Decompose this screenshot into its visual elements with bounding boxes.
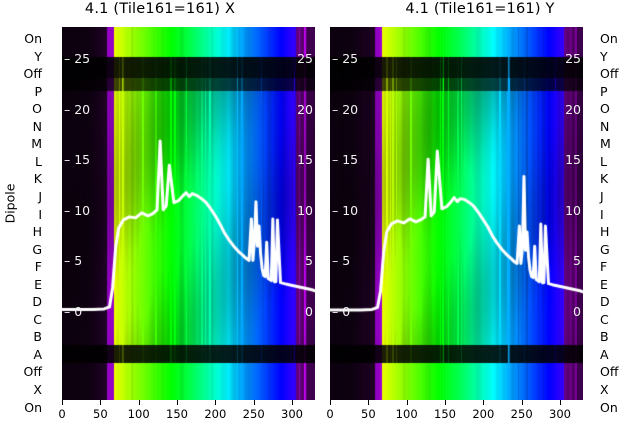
xtick-right-ticklabel-4: 200 [472, 407, 495, 421]
category-label-right-20: X [600, 382, 609, 397]
category-label-right-9: J [600, 188, 604, 204]
category-label-left-5: N [32, 118, 42, 134]
category-label-left-20: X [33, 382, 42, 397]
xtick-left-tickmark-0 [62, 400, 63, 405]
xtick-left-ticklabel-5: 250 [242, 407, 265, 421]
category-label-left-2: Off [23, 66, 42, 82]
category-label-right-18: A [600, 346, 609, 362]
panel-x: 4.1 (Tile161=161) X Dipole On Y Off P O N M L K J… [0, 0, 315, 440]
xtick-left-tickmark-4 [215, 400, 217, 405]
category-label-left-7: L [35, 153, 42, 169]
spectrogram-x-canvas [62, 27, 315, 400]
xtick-left-tickmark-6 [292, 400, 293, 405]
category-label-left-6: M [31, 136, 42, 152]
category-label-right-11: H [600, 224, 610, 240]
category-label-left-14: E [34, 276, 42, 292]
category-label-left-0: On [24, 31, 42, 46]
category-label-left-15: D [32, 294, 42, 310]
xtick-left-tickmark-1 [100, 400, 102, 405]
category-label-right-3: P [600, 83, 608, 99]
category-label-right-2: Off [600, 66, 619, 82]
category-label-left-12: G [32, 241, 42, 257]
category-label-left-16: C [33, 311, 42, 327]
xtick-right-ticklabel-5: 250 [510, 407, 533, 421]
xtick-right-tickmark-6 [560, 400, 561, 405]
category-label-right-19: Off [600, 364, 619, 380]
category-label-right-16: C [600, 311, 609, 327]
category-label-right-1: Y [600, 48, 608, 64]
category-label-left-10: I [38, 206, 42, 222]
category-label-left-18: A [33, 346, 42, 362]
xtick-left-ticklabel-3: 150 [166, 407, 188, 421]
category-label-right-15: D [600, 294, 610, 310]
category-label-left-11: H [32, 224, 42, 240]
xtick-left-tickmark-3 [177, 400, 178, 405]
xtick-left-tickmark-5 [253, 400, 255, 405]
category-label-right-21: On [600, 399, 618, 415]
category-label-left-8: K [33, 171, 42, 187]
xtick-left-ticklabel-1: 50 [93, 407, 108, 421]
panel-x-title: 4.1 (Tile161=161) X [84, 1, 236, 17]
xtick-right-tickmark-0 [330, 400, 331, 405]
xtick-right-ticklabel-6: 300 [549, 407, 571, 421]
category-label-right-4: O [600, 101, 610, 117]
category-label-right-13: F [600, 259, 608, 275]
xtick-right-tickmark-1 [368, 400, 370, 405]
xtick-left-ticklabel-2: 100 [127, 407, 150, 421]
x-axis-left-panel: 0 50 100 150 200 250 300 [58, 400, 315, 440]
xtick-right-tickmark-4 [483, 400, 485, 405]
spectrogram-y[interactable]: – 25– 20– 15– 10– 5– 0 25 20 15 10 5 0 [330, 27, 583, 400]
category-label-right-10: I [600, 206, 604, 222]
category-label-right-8: K [600, 171, 609, 187]
category-label-right-0: On [600, 31, 618, 46]
xtick-right-tickmark-3 [445, 400, 446, 405]
category-label-left-9: J [38, 188, 42, 204]
category-axis-left: On Y Off P O N M L K J I H G F E D C B A Off X On [0, 0, 44, 440]
xtick-left-ticklabel-4: 200 [204, 407, 227, 421]
spectrogram-x[interactable]: – 25– 20– 15– 10– 5– 0 25 20 15 10 5 0 [62, 27, 315, 400]
category-label-right-7: L [600, 153, 607, 169]
category-label-left-21: On [24, 399, 42, 415]
category-label-right-17: B [600, 329, 609, 345]
category-label-right-14: E [600, 276, 608, 292]
xtick-right-tickmark-5 [521, 400, 523, 405]
category-label-left-13: F [34, 259, 42, 275]
category-label-left-17: B [33, 329, 42, 345]
category-label-left-4: O [32, 101, 42, 117]
panel-y: 4.1 (Tile161=161) Y – 25– 20– 15– 10– 5–… [320, 0, 640, 440]
category-label-left-19: Off [23, 364, 42, 380]
xtick-right-ticklabel-1: 50 [361, 407, 376, 421]
x-axis-right-panel: 0 50 100 150 200 250 300 [326, 400, 583, 440]
xtick-left-tickmark-2 [138, 400, 140, 405]
spectrogram-y-canvas [330, 27, 583, 400]
xtick-right-ticklabel-3: 150 [434, 407, 456, 421]
category-label-left-3: P [34, 83, 42, 99]
category-label-left-1: Y [34, 48, 42, 64]
category-label-right-12: G [600, 241, 610, 257]
xtick-left-ticklabel-6: 300 [281, 407, 303, 421]
panel-y-title: 4.1 (Tile161=161) Y [405, 1, 555, 17]
xtick-right-ticklabel-0: 0 [326, 407, 334, 421]
xtick-right-tickmark-2 [406, 400, 408, 405]
xtick-left-ticklabel-0: 0 [58, 407, 66, 421]
category-axis-right: On Y Off P O N M L K J I H G F E D C B A Off X On [596, 0, 640, 440]
xtick-right-ticklabel-2: 100 [395, 407, 418, 421]
category-label-right-5: N [600, 118, 610, 134]
category-label-right-6: M [600, 136, 611, 152]
